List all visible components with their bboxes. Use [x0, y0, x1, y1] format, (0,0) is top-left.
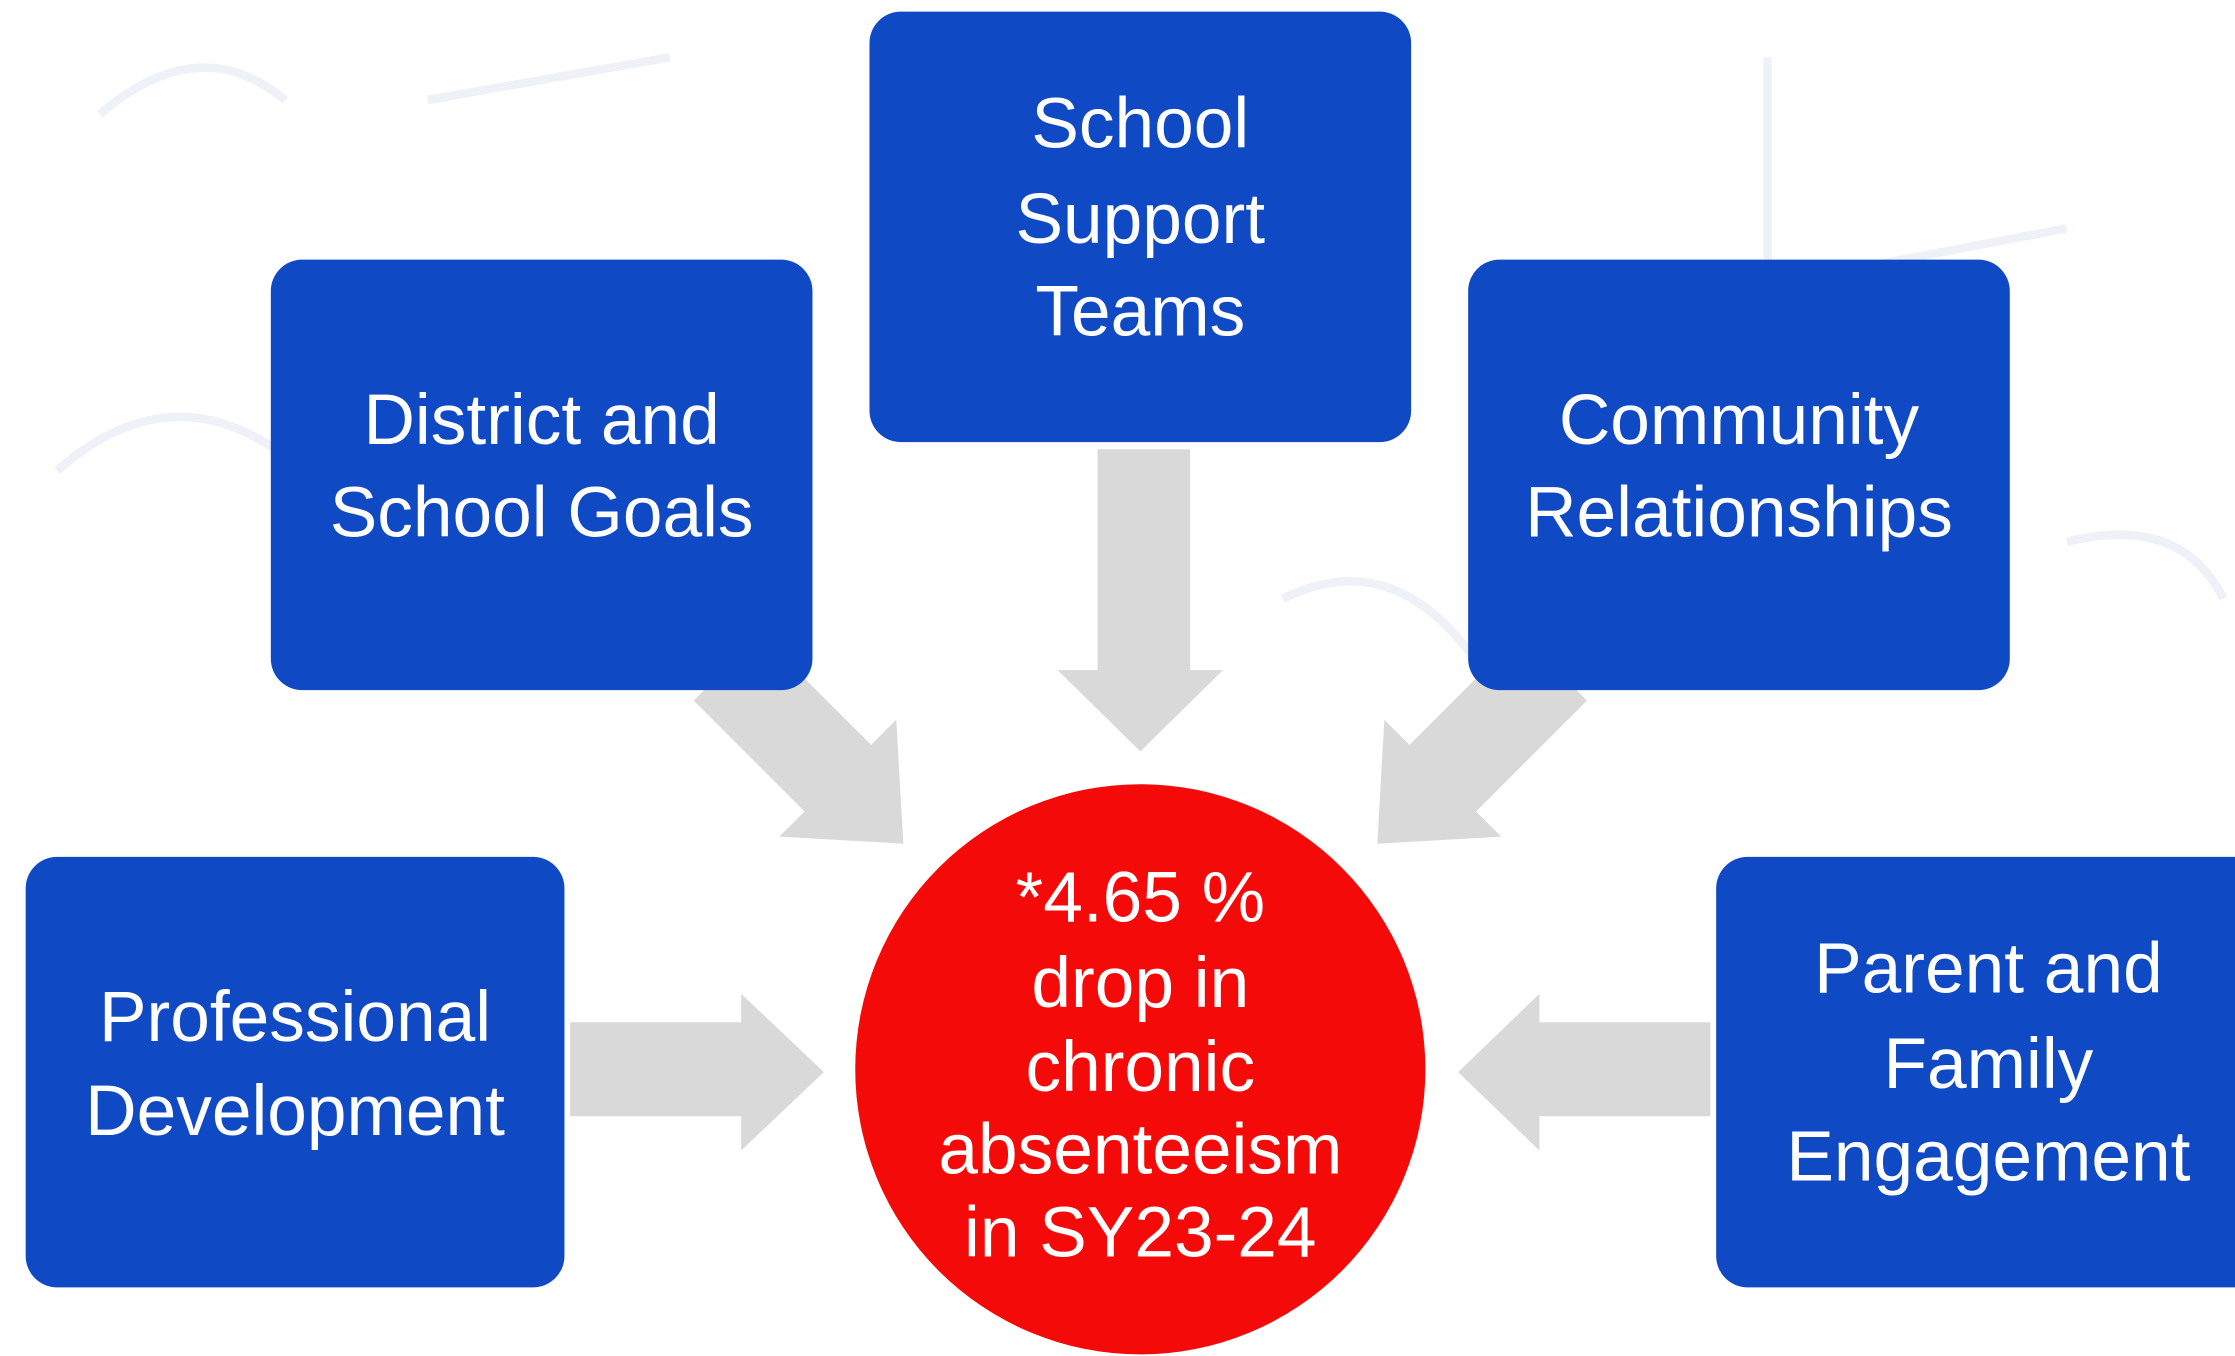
- center-label: in SY23-24: [964, 1192, 1317, 1272]
- node-label: School Goals: [330, 472, 754, 552]
- node-label: Family: [1884, 1024, 2094, 1104]
- center-label: absenteeism: [938, 1110, 1342, 1190]
- node-label: Professional: [99, 977, 491, 1057]
- center-label: drop in: [1031, 943, 1249, 1023]
- node-label: Community: [1559, 380, 1920, 460]
- diagram: School Support Teams District and School…: [0, 0, 2235, 1356]
- node-label: Engagement: [1786, 1117, 2190, 1197]
- node-label: Relationships: [1525, 472, 1953, 552]
- node-label: Parent and: [1814, 929, 2163, 1009]
- center-label: chronic: [1025, 1027, 1255, 1107]
- node-label: Development: [85, 1071, 505, 1151]
- page: {"nodes": [ {"lines": ["School", "Suppor…: [0, 0, 2235, 1356]
- node-label: Teams: [1035, 271, 1245, 351]
- center-label: *4.65 %: [1016, 857, 1266, 937]
- node-label: School: [1031, 83, 1249, 163]
- node-label: Support: [1016, 179, 1266, 259]
- node-label: District and: [363, 380, 719, 460]
